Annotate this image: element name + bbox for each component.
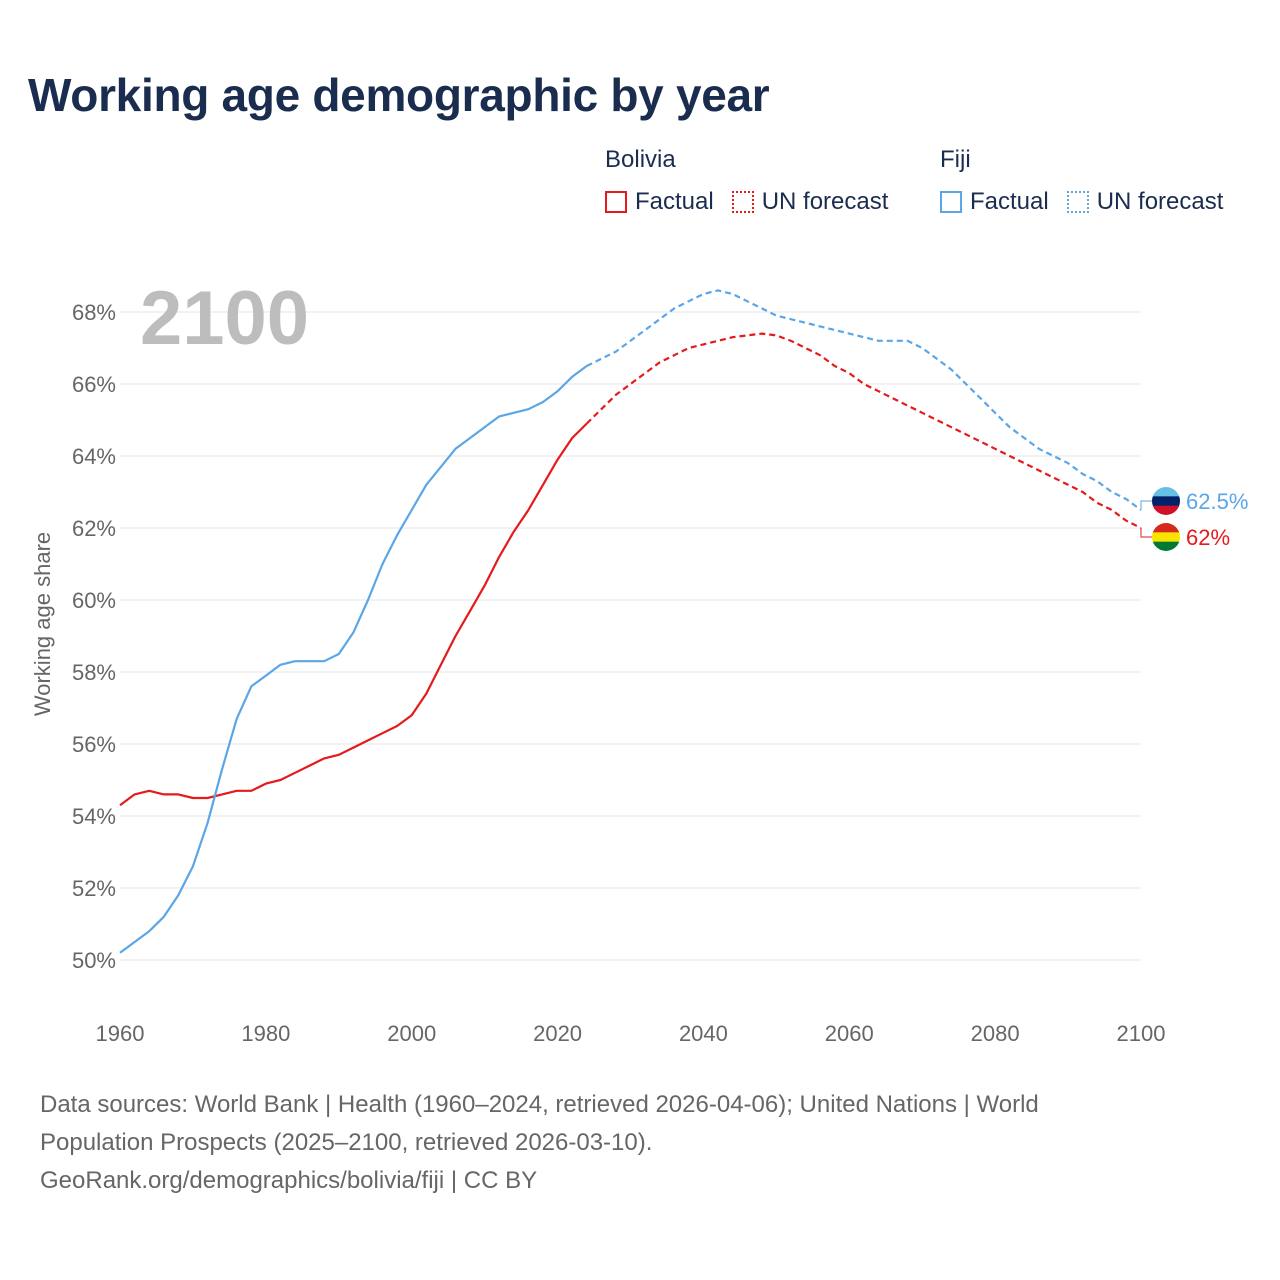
x-tick-label: 2040 [679, 1021, 728, 1046]
y-tick-label: 50% [72, 948, 116, 973]
series-line-fiji-forecast [586, 289, 1142, 511]
legend-item-bolivia-factual[interactable]: Factual [605, 188, 714, 216]
flag-bolivia-icon [1152, 523, 1180, 551]
sources-line-3[interactable]: GeoRank.org/demographics/bolivia/fiji | … [40, 1167, 538, 1194]
legend-swatch-solid [940, 191, 962, 213]
series-line-bolivia-factual [119, 422, 588, 807]
end-value-label-fiji: 62.5% [1186, 489, 1248, 514]
flag-band [1152, 541, 1180, 551]
y-tick-label: 54% [72, 804, 116, 829]
legend-swatch-dotted [1066, 191, 1089, 213]
y-tick-label: 58% [72, 660, 116, 685]
legend-item-fiji-forecast[interactable]: UN forecast [1066, 188, 1224, 216]
chart-title: Working age demographic by year [28, 69, 770, 121]
end-connector-fiji [1140, 500, 1152, 510]
legend-group-fiji: Fiji Factual UN forecast [940, 146, 1223, 216]
legend-item-label: UN forecast [1096, 188, 1224, 215]
end-connector-bolivia [1140, 528, 1152, 538]
sources-line-2: Population Prospects (2025–2100, retriev… [40, 1129, 653, 1156]
flag-fiji-icon [1152, 487, 1180, 515]
flag-band [1152, 523, 1180, 533]
year-watermark: 2100 [140, 276, 309, 361]
legend-swatch-dotted [731, 191, 754, 213]
x-tick-label: 2020 [533, 1021, 582, 1046]
flag-band [1152, 532, 1180, 543]
x-tick-label: 1980 [241, 1021, 290, 1046]
series-line-fiji-factual [119, 365, 588, 954]
y-tick-label: 68% [72, 300, 116, 325]
x-tick-label: 2100 [1117, 1021, 1166, 1046]
x-tick-label: 1960 [96, 1021, 145, 1046]
series-line-bolivia-forecast [585, 332, 1142, 529]
legend-item-label: Factual [970, 188, 1049, 215]
legend-group-label: Bolivia [605, 146, 676, 173]
end-value-label-bolivia: 62% [1186, 525, 1230, 550]
flag-band [1152, 496, 1180, 507]
y-tick-label: 66% [72, 372, 116, 397]
legend-item-fiji-factual[interactable]: Factual [940, 188, 1049, 216]
y-axis-label: Working age share [30, 532, 55, 716]
y-tick-label: 64% [72, 444, 116, 469]
y-tick-label: 52% [72, 876, 116, 901]
x-tick-label: 2080 [971, 1021, 1020, 1046]
sources-line-1: Data sources: World Bank | Health (1960–… [40, 1091, 1039, 1118]
legend-item-label: Factual [635, 188, 714, 215]
x-tick-label: 2000 [387, 1021, 436, 1046]
y-tick-label: 60% [72, 588, 116, 613]
legend-swatch-solid [605, 191, 627, 213]
legend-group-bolivia: Bolivia Factual UN forecast [605, 146, 888, 216]
legend-item-bolivia-forecast[interactable]: UN forecast [731, 188, 889, 216]
legend-group-label: Fiji [940, 146, 971, 173]
data-sources: Data sources: World Bank | Health (1960–… [40, 1086, 1240, 1200]
flag-band [1152, 505, 1180, 515]
y-tick-label: 56% [72, 732, 116, 757]
y-tick-label: 62% [72, 516, 116, 541]
flag-band [1152, 487, 1180, 497]
legend-item-label: UN forecast [761, 188, 889, 215]
x-tick-label: 2060 [825, 1021, 874, 1046]
